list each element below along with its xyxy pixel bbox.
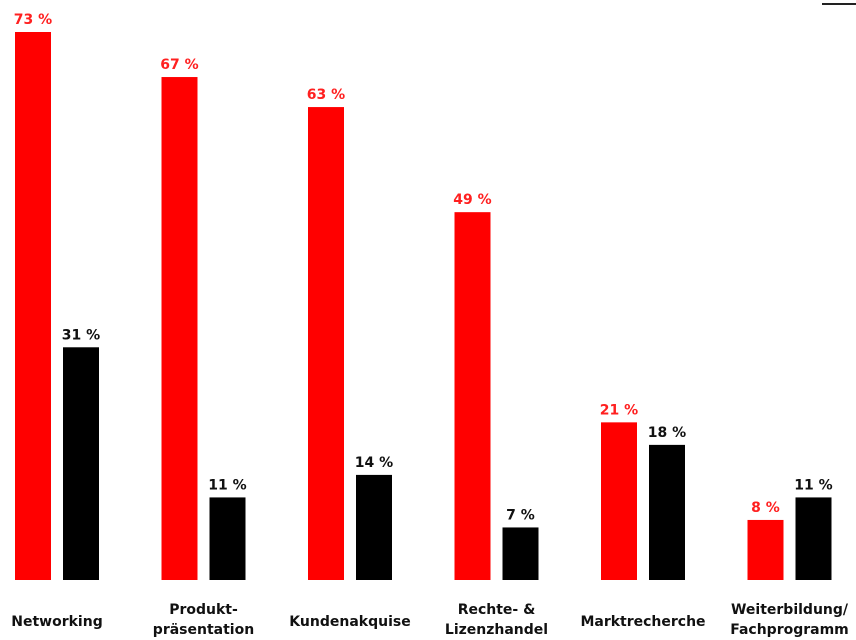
value-label-black-4: 18 % [648,425,686,441]
value-label-red-0: 73 % [14,12,52,28]
bar-red-2 [308,107,344,581]
category-label-line: Networking [11,614,102,630]
value-label-red-1: 67 % [160,57,198,73]
category-label-line: Fachprogramm [730,622,849,638]
category-label-4: Marktrecherche [580,614,705,630]
value-label-red-2: 63 % [307,87,345,103]
category-label-line: Marktrecherche [580,614,705,630]
value-labels-layer: 73 % 31 % 67 % 11 % 63 % 14 % 49 % 7 % 21 % 18 % 8… [14,12,833,523]
bar-black-4 [649,444,685,580]
bar-black-3 [502,527,539,580]
category-label-line: Weiterbildung/ [731,602,849,618]
value-label-black-1: 11 % [208,477,246,493]
category-label-3: Rechte- & Lizenzhandel [445,602,548,638]
bars-layer [15,32,832,581]
category-label-line: präsentation [153,622,254,638]
category-label-line: Produkt- [169,602,238,618]
bar-black-0 [63,347,99,580]
corner-rule [822,3,856,5]
category-label-2: Kundenakquise [289,614,410,630]
bar-red-0 [15,32,51,580]
value-label-red-4: 21 % [600,402,638,418]
category-label-0: Networking [11,614,102,630]
bar-black-5 [795,497,832,580]
bar-black-1 [209,497,246,580]
value-label-red-5: 8 % [751,500,780,516]
value-label-black-2: 14 % [355,455,393,471]
category-label-line: Rechte- & [458,602,536,618]
value-label-black-3: 7 % [506,507,535,523]
category-label-line: Lizenzhandel [445,622,548,638]
value-label-red-3: 49 % [453,192,491,208]
category-labels-layer: Networking Produkt-präsentation Kundenakqu… [11,602,849,638]
category-label-1: Produkt-präsentation [153,602,254,638]
value-label-black-0: 31 % [62,327,100,343]
bar-red-5 [747,519,784,580]
category-label-5: Weiterbildung/Fachprogramm [730,602,849,638]
value-label-black-5: 11 % [794,477,832,493]
category-label-line: Kundenakquise [289,614,410,630]
bar-red-3 [454,212,491,581]
bar-red-4 [601,422,637,580]
bar-red-1 [161,77,198,580]
bar-black-2 [356,474,392,580]
